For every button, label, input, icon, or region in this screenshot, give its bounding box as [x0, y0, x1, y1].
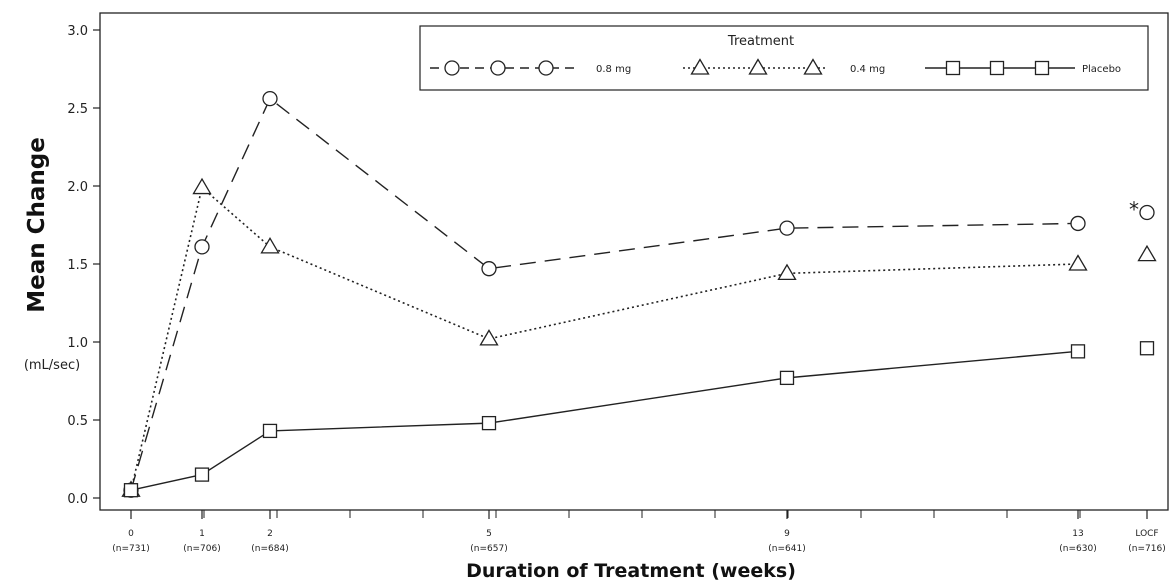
x-axis-title: Duration of Treatment (weeks) — [466, 560, 796, 582]
legend-label-0-4-mg: 0.4 mg — [850, 64, 885, 75]
x-sample-size-label: (n=731) — [112, 544, 149, 554]
x-sample-size-label: (n=684) — [251, 544, 288, 554]
legend-label-placebo: Placebo — [1082, 64, 1121, 75]
data-point-placebo — [262, 423, 278, 439]
x-tick-label: 1 — [199, 529, 205, 539]
legend-box — [419, 25, 1149, 91]
annotations: * — [1129, 198, 1139, 222]
data-point-0-4-mg — [479, 329, 499, 346]
x-sample-size-label: (n=657) — [470, 544, 507, 554]
legend-items: 0.8 mg 0.4 mg Placebo — [430, 58, 1121, 76]
series-markers — [121, 90, 1157, 498]
plot-frame — [99, 12, 1169, 511]
legend-marker-0-4-mg — [690, 58, 710, 75]
significance-asterisk: * — [1129, 198, 1139, 222]
legend-marker-placebo — [989, 60, 1005, 76]
series-line-0-4-mg — [130, 186, 1079, 491]
legend-marker-0-8-mg — [538, 60, 554, 76]
x-axis: 0 (n=731) 1 (n=706) 2 (n=684) 5 (n=657) 9 (n=641)… — [112, 510, 1166, 554]
data-point-placebo — [1139, 341, 1155, 356]
series-line-0-8-mg — [130, 97, 1079, 491]
x-tick-label: 2 — [267, 529, 273, 539]
y-tick-label: 2.5 — [67, 102, 88, 117]
data-point-0-8-mg — [481, 261, 497, 277]
data-point-0-4-mg — [260, 237, 280, 254]
data-point-0-4-mg — [1137, 244, 1157, 262]
legend-marker-placebo — [945, 60, 961, 76]
x-sample-size-label: (n=641) — [768, 544, 805, 554]
legend-marker-0-4-mg — [748, 58, 768, 75]
y-tick-label: 1.5 — [67, 258, 88, 273]
y-tick-label: 2.0 — [67, 180, 88, 195]
legend-label-0-8-mg: 0.8 mg — [596, 64, 631, 75]
data-point-placebo — [779, 370, 795, 386]
data-point-0-8-mg — [1070, 215, 1086, 232]
x-tick-label: 13 — [1072, 529, 1083, 539]
data-point-0-4-mg — [777, 263, 797, 281]
x-sample-size-label: (n=706) — [183, 544, 220, 554]
data-point-placebo — [123, 483, 139, 498]
legend: Treatment 0.8 mg 0.4 mg Placebo — [419, 25, 1149, 91]
data-point-0-8-mg — [194, 239, 210, 255]
data-point-0-4-mg — [192, 177, 212, 195]
data-point-0-8-mg — [1139, 204, 1155, 221]
y-tick-label: 1.0 — [67, 336, 88, 351]
y-axis-unit: (mL/sec) — [24, 358, 80, 373]
x-tick-label: 0 — [128, 529, 134, 539]
y-axis-title: Mean Change — [24, 137, 50, 313]
y-tick-label: 0.5 — [67, 414, 88, 429]
x-sample-size-label: (n=716) — [1128, 544, 1165, 554]
legend-marker-0-8-mg — [490, 60, 506, 76]
data-point-0-8-mg — [779, 220, 795, 236]
data-point-0-4-mg — [1068, 254, 1088, 271]
x-tick-label: 9 — [784, 529, 790, 539]
y-tick-label: 0.0 — [67, 492, 88, 507]
legend-title: Treatment — [727, 34, 794, 49]
data-point-0-8-mg — [262, 90, 278, 107]
data-point-placebo — [194, 467, 210, 482]
legend-marker-0-4-mg — [803, 58, 823, 75]
data-point-placebo — [481, 415, 497, 431]
x-tick-label: 5 — [486, 529, 492, 539]
legend-marker-placebo — [1034, 60, 1050, 76]
series-line-placebo — [130, 350, 1079, 491]
y-axis: 0.0 0.5 1.0 1.5 2.0 2.5 3.0 — [67, 24, 100, 507]
x-sample-size-label: (n=630) — [1059, 544, 1096, 554]
series-lines — [130, 97, 1079, 491]
x-tick-label: LOCF — [1135, 529, 1158, 539]
y-tick-label: 3.0 — [67, 24, 88, 39]
data-point-placebo — [1070, 344, 1086, 359]
legend-marker-0-8-mg — [444, 60, 460, 76]
